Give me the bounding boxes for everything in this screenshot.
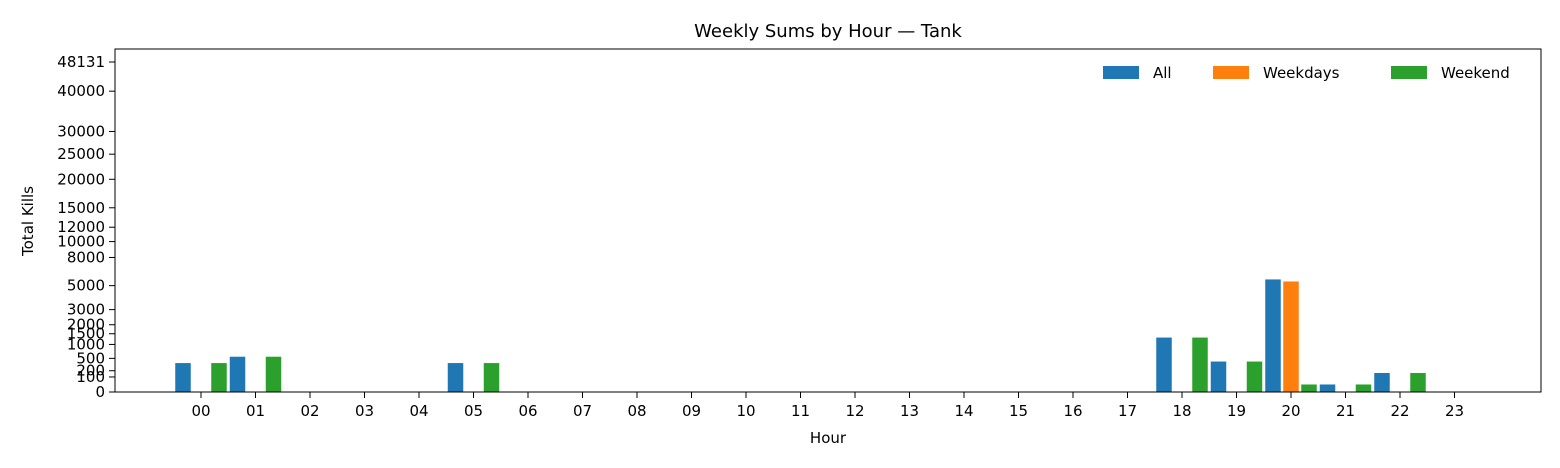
y-tick-label: 3000 <box>67 301 105 319</box>
bar-weekend-18 <box>1192 337 1208 392</box>
bar-all-21 <box>1319 384 1336 392</box>
bar-all-18 <box>1156 337 1172 392</box>
legend-swatch-all <box>1103 66 1139 79</box>
y-tick-label: 25000 <box>57 145 105 163</box>
x-tick-label: 03 <box>355 402 374 420</box>
y-tick-label: 30000 <box>57 122 105 140</box>
y-tick-label: 1500 <box>67 325 105 343</box>
legend-label-all: All <box>1153 64 1172 82</box>
y-tick-label: 2000 <box>67 316 105 334</box>
y-tick-label: 10000 <box>57 233 105 251</box>
y-tick-label: 500 <box>76 349 105 367</box>
x-tick-label: 16 <box>1063 402 1082 420</box>
bar-all-05 <box>447 363 464 392</box>
y-tick-label: 40000 <box>57 82 105 100</box>
y-tick-label: 8000 <box>67 248 105 266</box>
x-tick-label: 22 <box>1390 402 1409 420</box>
x-tick-label: 05 <box>464 402 483 420</box>
legend-label-weekdays: Weekdays <box>1263 64 1340 82</box>
x-tick-label: 07 <box>573 402 592 420</box>
bar-weekend-22 <box>1410 372 1426 392</box>
bar-all-19 <box>1210 361 1227 392</box>
y-tick-label: 20000 <box>57 170 105 188</box>
x-tick-label: 13 <box>900 402 919 420</box>
x-tick-label: 00 <box>191 402 210 420</box>
x-tick-label: 19 <box>1227 402 1246 420</box>
bars-group <box>175 279 1426 392</box>
y-tick-label: 48131 <box>57 53 105 71</box>
y-axis-title: Total Kills <box>19 186 37 257</box>
x-tick-label: 02 <box>300 402 319 420</box>
bar-weekend-00 <box>211 363 227 392</box>
x-tick-label: 18 <box>1172 402 1191 420</box>
x-axis-title: Hour <box>810 429 847 447</box>
y-tick-label: 12000 <box>57 218 105 236</box>
bar-weekend-05 <box>483 363 500 392</box>
x-tick-label: 23 <box>1445 402 1464 420</box>
chart-title: Weekly Sums by Hour — Tank <box>694 21 962 42</box>
bar-all-01 <box>229 356 246 392</box>
x-tick-label: 12 <box>845 402 864 420</box>
x-tick-label: 08 <box>627 402 646 420</box>
y-tick-label: 5000 <box>67 277 105 295</box>
x-tick-label: 10 <box>736 402 755 420</box>
y-axis-ticks: 0100200500100015002000300050008000100001… <box>57 53 115 401</box>
legend: All Weekdays Weekend <box>1103 64 1510 82</box>
bar-weekend-21 <box>1355 384 1372 392</box>
y-tick-label: 15000 <box>57 199 105 217</box>
plot-frame <box>114 48 1542 393</box>
x-tick-label: 06 <box>518 402 537 420</box>
x-axis-ticks: 00 01 02 03 04 05 06 07 08 09 10 11 12 13 14 15 16 17 18 19… <box>191 392 1464 420</box>
x-tick-label: 17 <box>1118 402 1137 420</box>
x-tick-label: 09 <box>682 402 701 420</box>
x-tick-label: 21 <box>1336 402 1355 420</box>
y-tick-label: 100 <box>76 368 105 386</box>
bar-all-22 <box>1374 372 1390 392</box>
bar-all-20 <box>1265 279 1281 392</box>
x-tick-label: 04 <box>409 402 428 420</box>
y-tick-label: 200 <box>76 362 105 380</box>
bar-all-00 <box>175 363 191 392</box>
x-tick-label: 11 <box>791 402 810 420</box>
bar-weekend-20 <box>1301 384 1317 392</box>
x-tick-label: 15 <box>1009 402 1028 420</box>
x-tick-label: 20 <box>1281 402 1300 420</box>
y-tick-label: 0 <box>95 383 105 401</box>
bar-weekend-01 <box>265 356 282 392</box>
x-tick-label: 14 <box>954 402 973 420</box>
legend-swatch-weekend <box>1391 66 1427 79</box>
legend-label-weekend: Weekend <box>1441 64 1510 82</box>
legend-swatch-weekdays <box>1213 66 1249 79</box>
bar-weekend-19 <box>1246 361 1263 392</box>
x-tick-label: 01 <box>246 402 265 420</box>
bar-weekdays-20 <box>1283 281 1299 392</box>
y-tick-label: 1000 <box>67 335 105 353</box>
